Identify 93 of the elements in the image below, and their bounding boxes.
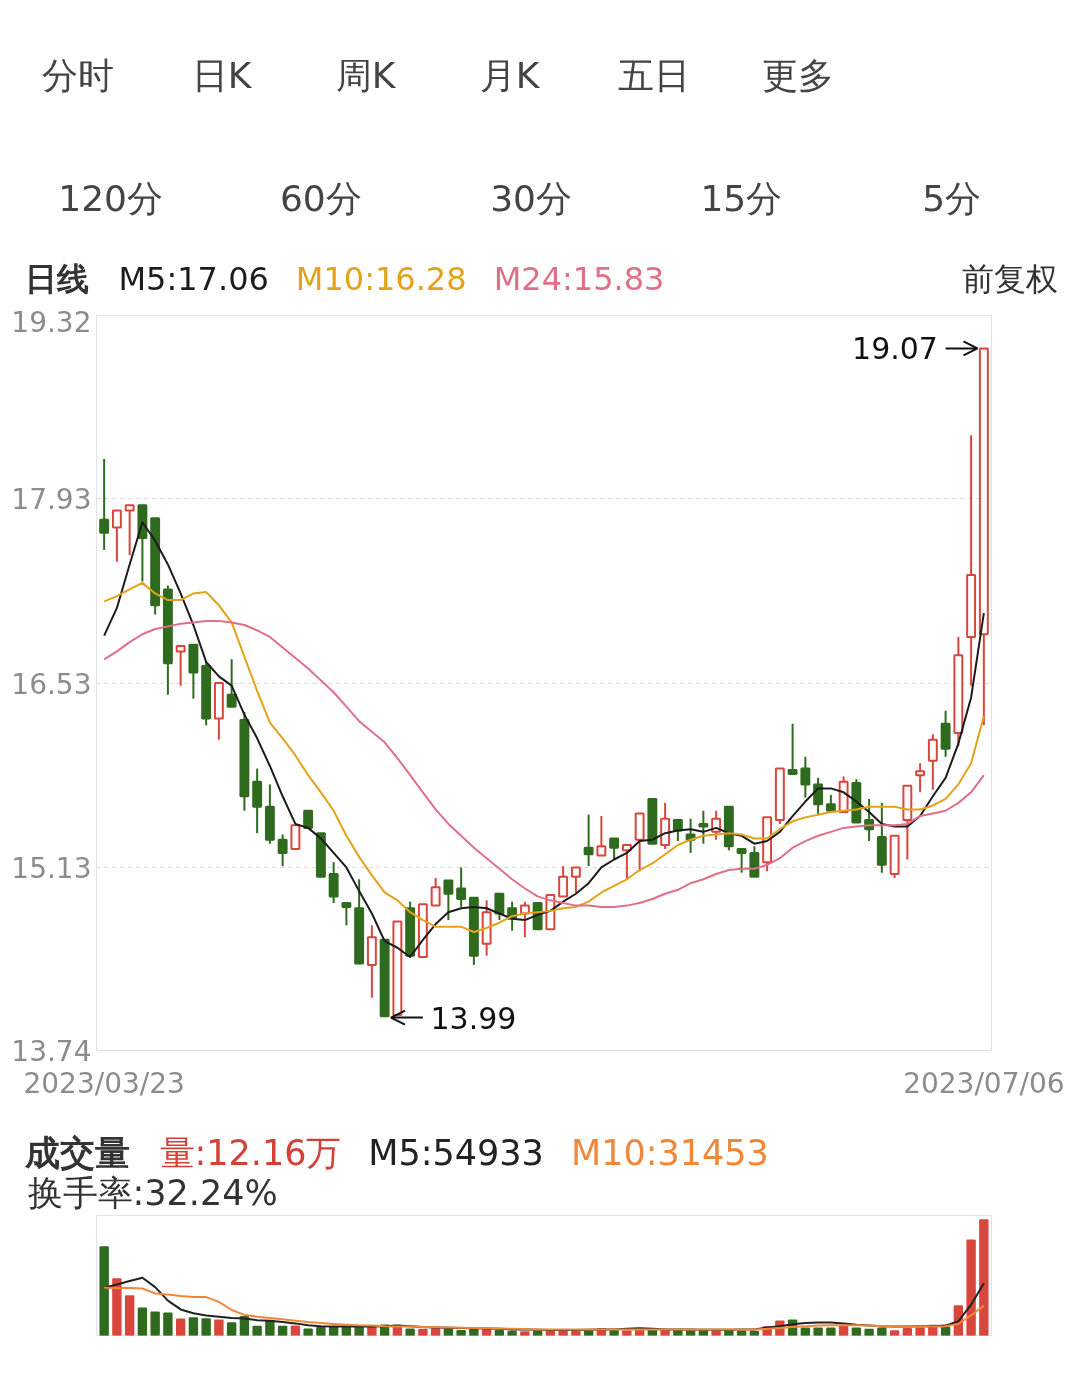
candlestick (558, 865, 569, 898)
bar (558, 1330, 568, 1336)
candlestick (99, 458, 110, 551)
candlestick (787, 722, 798, 775)
text: M5:54933 (368, 1132, 544, 1173)
bar (214, 1319, 224, 1336)
bar (507, 1330, 517, 1336)
bar (150, 1311, 160, 1336)
candlestick (927, 733, 938, 791)
bar (226, 1322, 237, 1336)
bar (175, 1318, 186, 1336)
bar (889, 1330, 900, 1336)
annotation: 19.07 (852, 331, 938, 367)
bar (303, 1328, 313, 1336)
candlestick (966, 434, 977, 687)
candlestick (303, 809, 314, 829)
text: M24:15.83 (493, 259, 665, 298)
y-tick-label: 16.53 (11, 667, 92, 701)
bar (252, 1325, 262, 1336)
bar (966, 1239, 976, 1336)
candlestick (583, 813, 594, 868)
candlestick (188, 643, 199, 700)
bar (979, 1219, 989, 1336)
text: 周K (335, 55, 397, 96)
bar (826, 1327, 836, 1336)
bar (112, 1278, 122, 1336)
text: 月K (479, 55, 541, 96)
text: M10:31453 (570, 1132, 769, 1173)
text: 5分 (922, 177, 982, 219)
y-tick-label: 19.32 (11, 305, 92, 339)
text: 日K (191, 55, 253, 96)
text: M10:16.28 (295, 259, 467, 298)
candlestick (978, 347, 989, 727)
bar (99, 1246, 109, 1336)
text: 五日 (617, 55, 690, 96)
candlestick (175, 645, 186, 687)
annotation: 13.99 (430, 1000, 517, 1036)
candlestick (596, 815, 607, 857)
bar (290, 1325, 301, 1336)
text: 量:12.16万 (159, 1132, 342, 1173)
bar (201, 1318, 211, 1336)
bar (316, 1326, 326, 1336)
bar (430, 1328, 441, 1336)
bar (188, 1317, 199, 1336)
candlestick (647, 797, 658, 845)
bar (915, 1327, 925, 1336)
bar (137, 1307, 148, 1336)
chart-title: 日线 (24, 259, 89, 298)
bar (877, 1327, 887, 1336)
bar (124, 1295, 135, 1336)
bar (405, 1328, 415, 1336)
bar (813, 1327, 823, 1336)
bar (456, 1329, 466, 1336)
x-tick-label: 2023/03/23 (23, 1066, 185, 1100)
line-series (103, 521, 985, 958)
text: 更多 (761, 55, 834, 96)
bar (277, 1325, 288, 1336)
text: 60分 (279, 177, 362, 219)
text: 换手率:32.24% (27, 1172, 278, 1213)
y-tick-label: 15.13 (11, 851, 92, 885)
text: 15分 (700, 177, 783, 219)
candlestick (749, 845, 760, 878)
candlestick (392, 920, 403, 1016)
chart-title: 成交量 (23, 1132, 130, 1173)
bar (265, 1319, 275, 1336)
text: 前复权 (961, 259, 1058, 298)
candlestick (277, 833, 288, 868)
bar (864, 1328, 874, 1336)
y-tick-label: 17.93 (11, 483, 92, 517)
bar (520, 1331, 530, 1336)
candlestick (252, 767, 263, 835)
candlestick (379, 938, 390, 1018)
candlestick (800, 755, 811, 799)
text: 分时 (41, 55, 114, 96)
bar (851, 1327, 862, 1336)
candlestick (124, 504, 135, 557)
candlestick (328, 861, 339, 904)
bar (800, 1327, 811, 1336)
candlestick (366, 924, 377, 999)
bar (418, 1328, 428, 1336)
bar (571, 1330, 581, 1336)
y-tick-label: 13.74 (11, 1035, 92, 1068)
bar (163, 1312, 173, 1336)
text: 30分 (490, 177, 573, 219)
x-tick-label: 2023/07/06 (903, 1066, 1065, 1100)
candlestick (902, 784, 913, 861)
line-series (103, 620, 985, 908)
text: 120分 (58, 177, 163, 219)
line-series (103, 581, 985, 933)
candlestick (341, 901, 352, 927)
text: M5:17.06 (118, 259, 269, 298)
candlestick (443, 879, 454, 922)
bar (902, 1328, 913, 1336)
